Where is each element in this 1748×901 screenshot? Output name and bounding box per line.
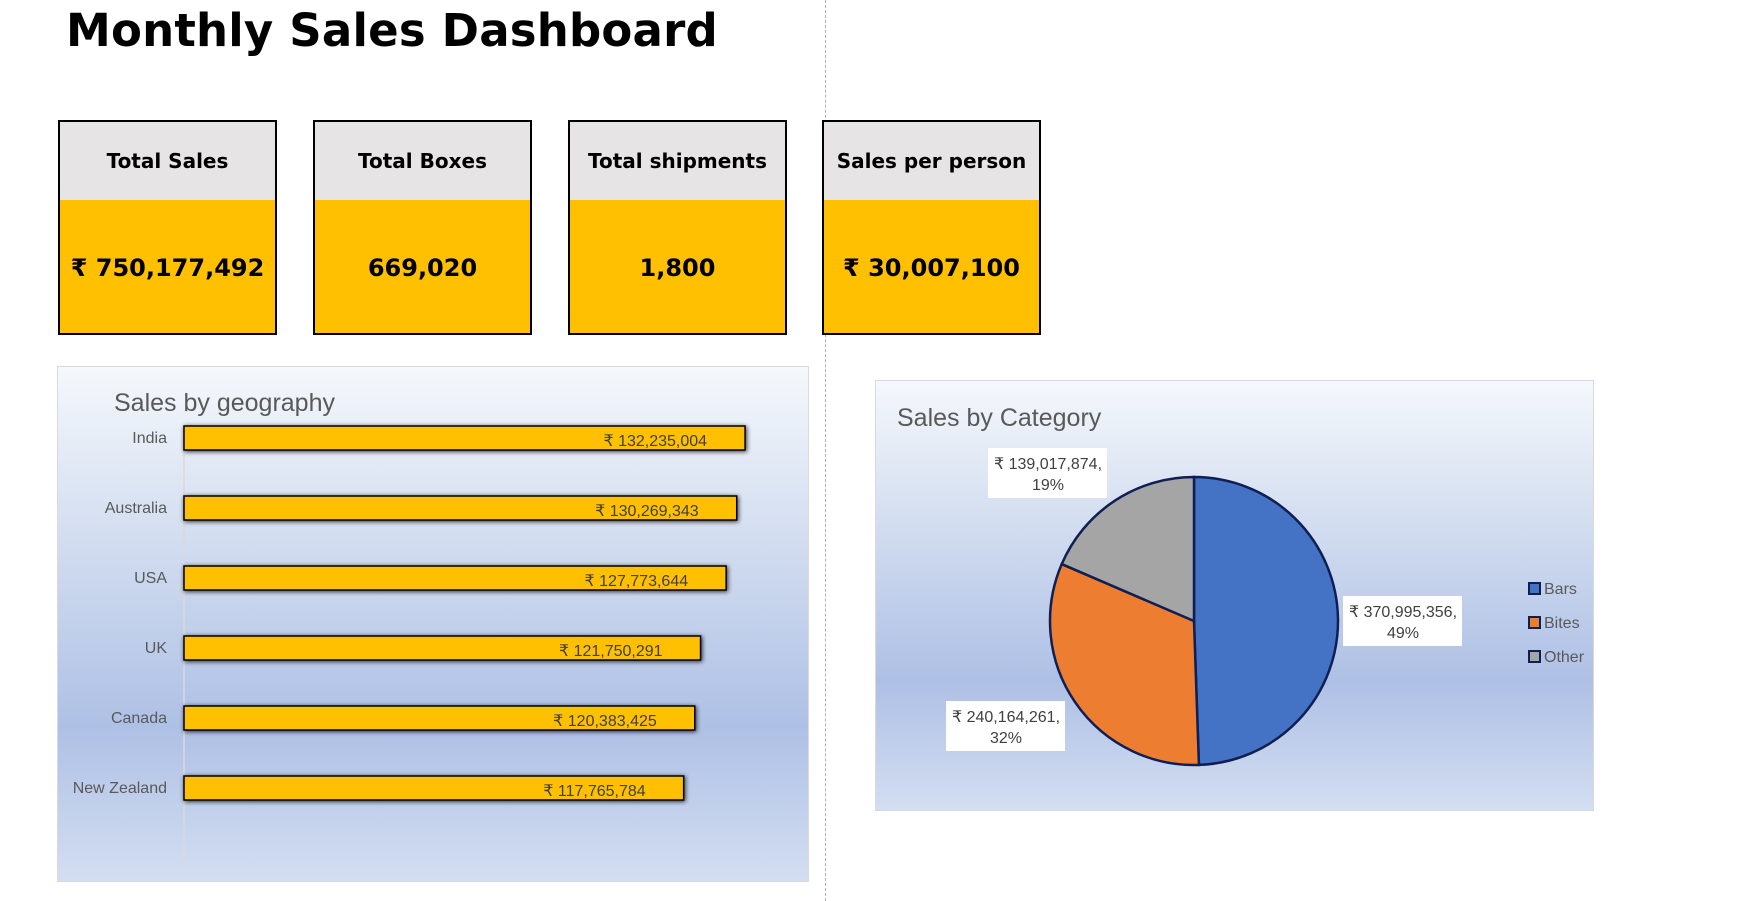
geography-chart[interactable]: Sales by geography India ₹ 132,235,004 Aus… — [57, 366, 809, 882]
legend-label-bars: Bars — [1544, 581, 1577, 598]
kpi-card-total-boxes: Total Boxes 669,020 — [313, 120, 532, 335]
data-label-box — [1343, 596, 1462, 646]
legend-label-bites: Bites — [1544, 615, 1580, 632]
bar-usa[interactable] — [183, 565, 727, 591]
data-label: ₹ 132,235,004 — [603, 433, 707, 450]
legend-label-other: Other — [1544, 649, 1585, 666]
y-tick-label: USA — [134, 570, 167, 587]
kpi-label: Sales per person — [824, 122, 1039, 200]
pie-slice-other[interactable] — [1060, 475, 1196, 623]
legend-marker-bars — [1528, 582, 1541, 595]
y-tick-label: New Zealand — [73, 780, 167, 797]
data-label: ₹ 117,765,784 — [543, 783, 646, 800]
data-label: ₹ 127,773,644 — [585, 573, 689, 590]
data-label-box — [988, 448, 1107, 498]
category-chart[interactable]: Sales by Category ₹ 370,995,356, 49% ₹ 240… — [875, 380, 1594, 811]
page-break-line — [825, 0, 826, 901]
kpi-value: ₹ 750,177,492 — [60, 200, 275, 333]
data-label: ₹ 120,383,425 — [553, 713, 657, 730]
kpi-label: Total shipments — [570, 122, 785, 200]
chart-title: Sales by Category — [897, 404, 1102, 432]
y-tick-label: Canada — [111, 710, 167, 727]
pie-slice-bars[interactable] — [1192, 475, 1340, 767]
bar-india[interactable] — [183, 425, 746, 451]
data-label: ₹ 121,750,291 — [559, 643, 663, 660]
pie-data-label: ₹ 240,164,261, 32% — [946, 701, 1065, 751]
y-tick-label: India — [132, 430, 167, 447]
dashboard-title: Monthly Sales Dashboard — [66, 4, 718, 57]
bar-new-zealand[interactable] — [183, 775, 685, 801]
y-tick-label: Australia — [105, 500, 167, 517]
kpi-card-total-sales: Total Sales ₹ 750,177,492 — [58, 120, 277, 335]
data-label-percent: 19% — [1032, 477, 1064, 494]
data-label: ₹ 130,269,343 — [595, 503, 699, 520]
data-label-value: ₹ 139,017,874, — [994, 456, 1102, 473]
y-tick-label: UK — [145, 640, 168, 657]
bar-canada[interactable] — [183, 705, 696, 731]
data-label-value: ₹ 240,164,261, — [952, 709, 1060, 726]
pie-data-label: ₹ 139,017,874, 19% — [988, 448, 1107, 498]
data-label-percent: 49% — [1387, 625, 1419, 642]
legend-marker-other — [1528, 650, 1541, 663]
kpi-value: ₹ 30,007,100 — [824, 200, 1039, 333]
legend-marker-bites — [1528, 616, 1541, 629]
data-label-value: ₹ 370,995,356, — [1349, 604, 1457, 621]
pie-slice-bites[interactable] — [1048, 562, 1201, 767]
bar-australia[interactable] — [183, 495, 738, 521]
kpi-label: Total Boxes — [315, 122, 530, 200]
kpi-card-sales-per-person: Sales per person ₹ 30,007,100 — [822, 120, 1041, 335]
bar-chart-svg: India ₹ 132,235,004 Australia ₹ 130,269,343… — [73, 425, 746, 867]
kpi-value: 669,020 — [315, 200, 530, 333]
data-label-percent: 32% — [990, 730, 1022, 747]
kpi-card-total-shipments: Total shipments 1,800 — [568, 120, 787, 335]
pie-data-label: ₹ 370,995,356, 49% — [1343, 596, 1462, 646]
pie-chart-svg: ₹ 370,995,356, 49% ₹ 240,164,261, 32% ₹ 139,… — [946, 448, 1585, 767]
chart-title: Sales by geography — [114, 389, 335, 417]
bar-uk[interactable] — [183, 635, 702, 661]
kpi-label: Total Sales — [60, 122, 275, 200]
kpi-value: 1,800 — [570, 200, 785, 333]
data-label-box — [946, 701, 1065, 751]
